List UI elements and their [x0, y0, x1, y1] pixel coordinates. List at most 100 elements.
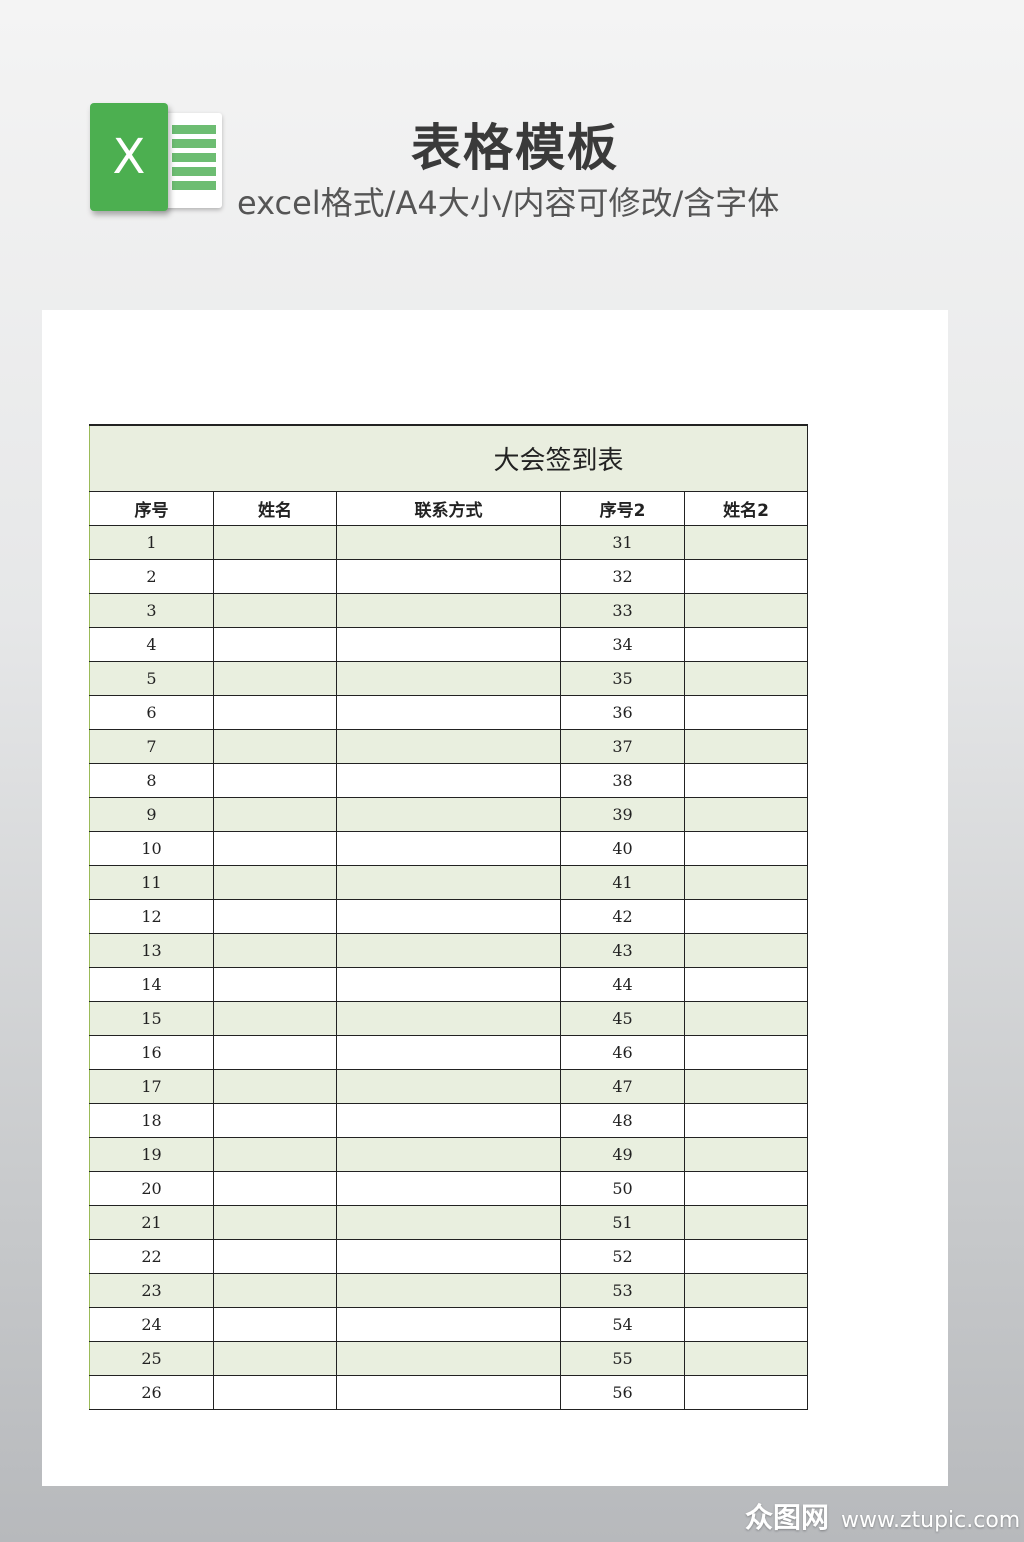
cell-empty[interactable] — [684, 1307, 808, 1342]
cell-empty[interactable] — [336, 1069, 561, 1104]
cell-index[interactable]: 15 — [89, 1001, 214, 1036]
cell-empty[interactable] — [336, 1375, 561, 1410]
cell-empty[interactable] — [213, 1205, 337, 1240]
cell-empty[interactable] — [684, 967, 808, 1002]
cell-index[interactable]: 14 — [89, 967, 214, 1002]
cell-index-2[interactable]: 44 — [560, 967, 685, 1002]
cell-empty[interactable] — [336, 831, 561, 866]
cell-empty[interactable] — [336, 1171, 561, 1206]
cell-empty[interactable] — [213, 933, 337, 968]
cell-empty[interactable] — [684, 1069, 808, 1104]
cell-index[interactable]: 13 — [89, 933, 214, 968]
cell-empty[interactable] — [336, 967, 561, 1002]
cell-index[interactable]: 2 — [89, 559, 214, 594]
cell-index-2[interactable]: 52 — [560, 1239, 685, 1274]
cell-empty[interactable] — [684, 899, 808, 934]
cell-empty[interactable] — [213, 661, 337, 696]
cell-index-2[interactable]: 31 — [560, 525, 685, 560]
cell-empty[interactable] — [684, 865, 808, 900]
cell-index-2[interactable]: 47 — [560, 1069, 685, 1104]
cell-empty[interactable] — [336, 1273, 561, 1308]
cell-empty[interactable] — [213, 1239, 337, 1274]
cell-empty[interactable] — [684, 831, 808, 866]
cell-empty[interactable] — [336, 729, 561, 764]
cell-index-2[interactable]: 40 — [560, 831, 685, 866]
cell-index-2[interactable]: 42 — [560, 899, 685, 934]
cell-empty[interactable] — [213, 1171, 337, 1206]
cell-empty[interactable] — [213, 763, 337, 798]
cell-index[interactable]: 20 — [89, 1171, 214, 1206]
cell-empty[interactable] — [336, 525, 561, 560]
cell-empty[interactable] — [684, 559, 808, 594]
cell-empty[interactable] — [684, 1375, 808, 1410]
cell-index[interactable]: 25 — [89, 1341, 214, 1376]
cell-empty[interactable] — [684, 1205, 808, 1240]
cell-empty[interactable] — [684, 661, 808, 696]
cell-index[interactable]: 7 — [89, 729, 214, 764]
cell-empty[interactable] — [213, 593, 337, 628]
cell-empty[interactable] — [213, 1103, 337, 1138]
cell-empty[interactable] — [684, 1273, 808, 1308]
cell-empty[interactable] — [213, 797, 337, 832]
cell-index-2[interactable]: 33 — [560, 593, 685, 628]
cell-index[interactable]: 8 — [89, 763, 214, 798]
cell-empty[interactable] — [684, 525, 808, 560]
cell-empty[interactable] — [684, 1001, 808, 1036]
cell-empty[interactable] — [336, 1103, 561, 1138]
cell-empty[interactable] — [336, 695, 561, 730]
cell-empty[interactable] — [684, 1341, 808, 1376]
cell-index-2[interactable]: 56 — [560, 1375, 685, 1410]
cell-index-2[interactable]: 37 — [560, 729, 685, 764]
cell-empty[interactable] — [213, 627, 337, 662]
cell-index[interactable]: 18 — [89, 1103, 214, 1138]
cell-empty[interactable] — [336, 559, 561, 594]
cell-empty[interactable] — [684, 1239, 808, 1274]
cell-index-2[interactable]: 53 — [560, 1273, 685, 1308]
cell-empty[interactable] — [336, 593, 561, 628]
cell-empty[interactable] — [213, 1273, 337, 1308]
cell-empty[interactable] — [336, 1341, 561, 1376]
cell-empty[interactable] — [336, 661, 561, 696]
cell-empty[interactable] — [213, 729, 337, 764]
cell-empty[interactable] — [684, 763, 808, 798]
cell-index-2[interactable]: 34 — [560, 627, 685, 662]
cell-index[interactable]: 19 — [89, 1137, 214, 1172]
cell-index-2[interactable]: 43 — [560, 933, 685, 968]
cell-index-2[interactable]: 51 — [560, 1205, 685, 1240]
cell-empty[interactable] — [336, 797, 561, 832]
cell-empty[interactable] — [213, 899, 337, 934]
cell-index[interactable]: 3 — [89, 593, 214, 628]
cell-index[interactable]: 10 — [89, 831, 214, 866]
cell-empty[interactable] — [684, 695, 808, 730]
cell-index[interactable]: 17 — [89, 1069, 214, 1104]
cell-empty[interactable] — [213, 831, 337, 866]
cell-empty[interactable] — [336, 1035, 561, 1070]
cell-index-2[interactable]: 50 — [560, 1171, 685, 1206]
cell-empty[interactable] — [336, 1239, 561, 1274]
cell-empty[interactable] — [213, 559, 337, 594]
cell-empty[interactable] — [336, 763, 561, 798]
cell-empty[interactable] — [213, 865, 337, 900]
cell-index-2[interactable]: 38 — [560, 763, 685, 798]
cell-index-2[interactable]: 45 — [560, 1001, 685, 1036]
cell-index[interactable]: 22 — [89, 1239, 214, 1274]
cell-empty[interactable] — [336, 933, 561, 968]
cell-index-2[interactable]: 36 — [560, 695, 685, 730]
cell-empty[interactable] — [684, 933, 808, 968]
cell-index-2[interactable]: 35 — [560, 661, 685, 696]
cell-empty[interactable] — [213, 1307, 337, 1342]
cell-empty[interactable] — [684, 1171, 808, 1206]
cell-index[interactable]: 5 — [89, 661, 214, 696]
cell-empty[interactable] — [213, 1069, 337, 1104]
cell-empty[interactable] — [684, 1137, 808, 1172]
cell-index-2[interactable]: 39 — [560, 797, 685, 832]
cell-empty[interactable] — [336, 627, 561, 662]
cell-empty[interactable] — [213, 1137, 337, 1172]
cell-empty[interactable] — [213, 967, 337, 1002]
cell-empty[interactable] — [336, 1001, 561, 1036]
cell-index-2[interactable]: 48 — [560, 1103, 685, 1138]
cell-index-2[interactable]: 41 — [560, 865, 685, 900]
cell-empty[interactable] — [336, 1137, 561, 1172]
cell-empty[interactable] — [336, 1307, 561, 1342]
cell-index[interactable]: 9 — [89, 797, 214, 832]
